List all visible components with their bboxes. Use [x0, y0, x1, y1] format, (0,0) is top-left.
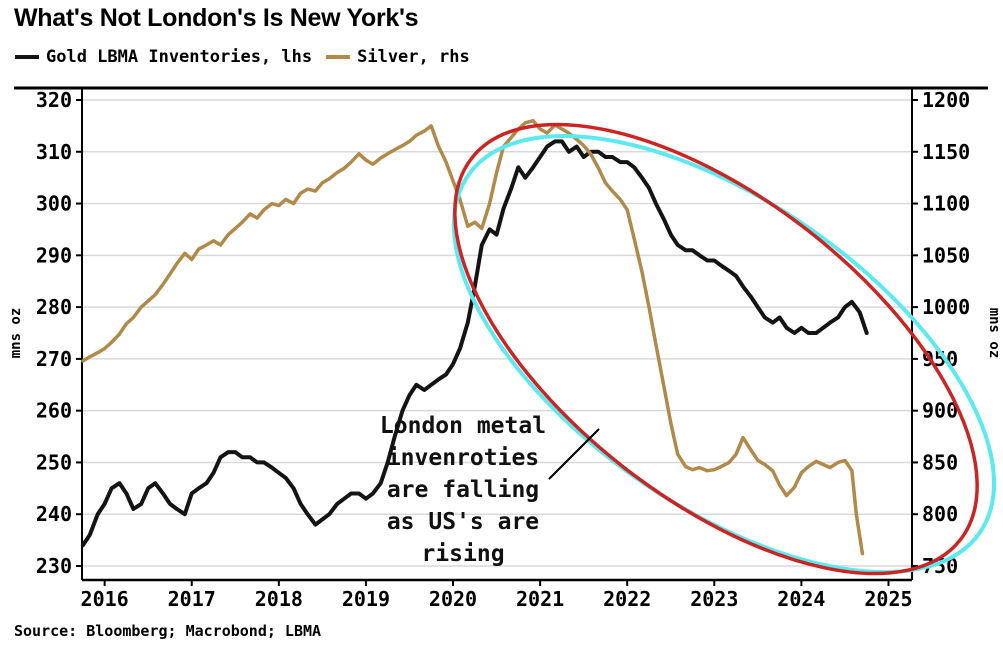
legend-dash-icon [15, 55, 39, 59]
x-axis-tick-label: 2020 [429, 587, 477, 611]
x-axis-tick-label: 2016 [81, 587, 129, 611]
left-axis-tick-label: 320 [36, 88, 72, 112]
right-axis-tick-label: 1000 [922, 295, 970, 319]
annotation-text-line: as US's are [387, 509, 539, 535]
legend-item: Silver, rhs [326, 47, 470, 67]
x-axis-tick-label: 2017 [168, 587, 216, 611]
left-axis-tick-label: 290 [36, 243, 72, 267]
left-axis-tick-label: 280 [36, 295, 72, 319]
legend: Gold LBMA Inventories, lhs Silver, rhs [15, 47, 470, 67]
left-axis-tick-label: 270 [36, 347, 72, 371]
chart-title: What's Not London's Is New York's [14, 4, 419, 32]
x-axis-tick-label: 2025 [864, 587, 912, 611]
legend-item: Gold LBMA Inventories, lhs [15, 47, 312, 67]
left-axis-tick-label: 230 [36, 554, 72, 578]
left-axis-unit-label: mns oz [8, 308, 24, 359]
right-axis-tick-label: 850 [922, 450, 958, 474]
x-axis-tick-label: 2018 [255, 587, 303, 611]
series-line-silver [81, 118, 865, 556]
series-line-gold [80, 139, 869, 548]
left-axis-tick-label: 310 [36, 140, 72, 164]
left-axis-tick-label: 240 [36, 502, 72, 526]
x-axis-tick-label: 2021 [516, 587, 564, 611]
legend-label: Silver, rhs [357, 47, 470, 67]
annotation-pointer-line [548, 428, 600, 480]
annotation-text-line: London metal [380, 413, 546, 439]
right-axis-tick-label: 1200 [922, 88, 970, 112]
right-axis-tick-label: 800 [922, 502, 958, 526]
legend-dash-icon [326, 55, 351, 59]
x-axis-tick-label: 2024 [777, 587, 825, 611]
left-axis-tick-label: 250 [36, 450, 72, 474]
annotation-text-line: invenroties [387, 445, 539, 471]
x-axis-tick-label: 2019 [342, 587, 390, 611]
annotation-text-line: are falling [387, 477, 539, 503]
x-axis-tick-label: 2022 [603, 587, 651, 611]
right-axis-tick-label: 900 [922, 399, 958, 423]
left-axis-tick-label: 260 [36, 399, 72, 423]
right-axis-tick-label: 1150 [922, 140, 970, 164]
left-axis-tick-label: 300 [36, 192, 72, 216]
right-axis-tick-label: 1050 [922, 243, 970, 267]
right-axis-unit-label: mns oz [986, 308, 1002, 359]
highlight-ellipse [453, 122, 979, 576]
x-axis-tick-label: 2023 [690, 587, 738, 611]
right-axis-tick-label: 1100 [922, 192, 970, 216]
annotation-text-line: rising [421, 541, 504, 567]
source-note: Source: Bloomberg; Macrobond; LBMA [14, 622, 322, 640]
legend-label: Gold LBMA Inventories, lhs [46, 47, 313, 67]
